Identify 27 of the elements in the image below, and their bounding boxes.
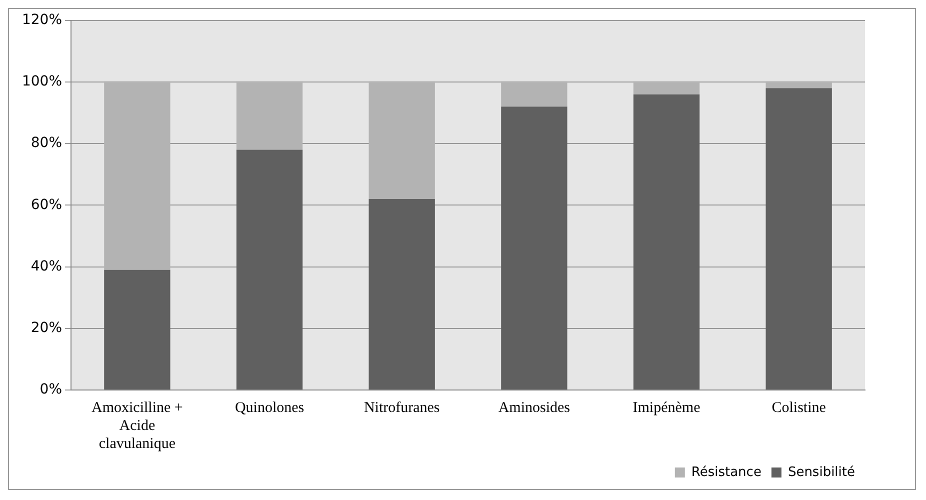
x-tick-label: Nitrofuranes bbox=[364, 400, 440, 416]
bar bbox=[766, 82, 832, 88]
y-tick-label: 120% bbox=[22, 12, 62, 28]
x-tick-label: Colistine bbox=[772, 400, 826, 416]
y-tick-label: 100% bbox=[22, 74, 62, 90]
bar bbox=[104, 82, 170, 270]
bar bbox=[501, 106, 568, 390]
bar bbox=[236, 150, 303, 390]
y-tick-label: 0% bbox=[40, 382, 62, 398]
bar bbox=[766, 88, 832, 390]
x-tick-label: Imipénème bbox=[632, 400, 701, 416]
x-tick-label: Aminosides bbox=[498, 400, 570, 416]
bar bbox=[104, 270, 170, 390]
y-tick-label: 80% bbox=[30, 135, 62, 152]
legend-label: Résistance bbox=[691, 464, 762, 480]
bar bbox=[368, 199, 435, 390]
y-tick-label: 20% bbox=[30, 320, 62, 336]
x-tick-label: Quinolones bbox=[234, 400, 304, 416]
bar bbox=[633, 82, 700, 94]
bar bbox=[633, 94, 700, 390]
legend-label: Sensibilité bbox=[788, 464, 856, 480]
bar bbox=[236, 82, 303, 150]
bar bbox=[501, 82, 568, 107]
y-tick-label: 60% bbox=[30, 196, 62, 213]
y-tick-label: 40% bbox=[30, 258, 62, 274]
x-tick-label: Amoxicilline + Acide clavulanique bbox=[92, 400, 183, 452]
bar bbox=[368, 82, 435, 200]
